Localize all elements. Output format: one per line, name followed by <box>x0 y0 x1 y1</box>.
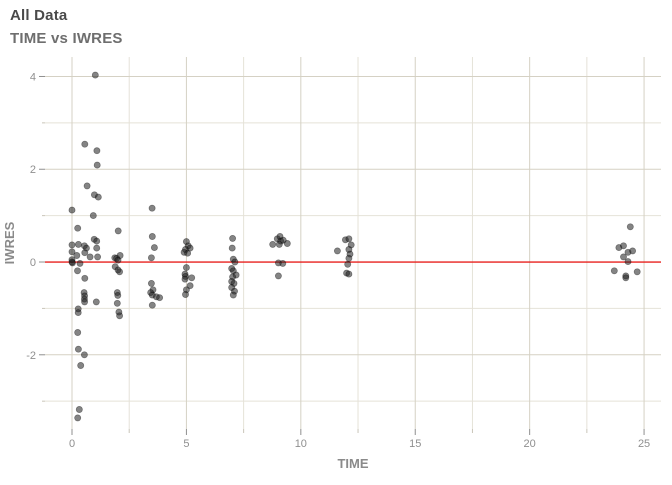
data-point <box>156 294 164 302</box>
data-point <box>92 298 100 306</box>
data-point <box>81 298 89 306</box>
x-axis-title: TIME <box>337 456 368 471</box>
data-point <box>77 362 85 369</box>
data-point <box>81 249 89 257</box>
data-point <box>147 254 155 262</box>
y-tick-label: 0 <box>30 257 36 269</box>
axis-tick-marks <box>39 75 645 435</box>
data-point <box>93 244 101 252</box>
data-point <box>182 291 189 298</box>
data-point <box>345 235 353 243</box>
data-point <box>147 279 155 287</box>
data-point <box>76 259 84 267</box>
data-points <box>68 71 641 422</box>
data-point <box>620 253 627 261</box>
data-point <box>74 345 82 353</box>
data-point <box>94 253 102 261</box>
data-point <box>75 406 83 413</box>
data-point <box>80 351 88 359</box>
x-tick-label: 5 <box>183 438 189 450</box>
data-point <box>333 247 341 255</box>
data-point <box>228 244 236 252</box>
data-point <box>269 240 277 248</box>
data-point <box>345 254 353 262</box>
data-point <box>181 275 189 283</box>
x-tick-label: 20 <box>524 438 536 450</box>
data-point <box>188 274 196 282</box>
data-point <box>150 244 158 252</box>
data-point <box>622 274 630 282</box>
data-point <box>114 291 122 299</box>
data-point <box>93 147 101 155</box>
data-point <box>186 282 194 290</box>
data-point <box>629 247 637 255</box>
data-point <box>184 249 192 257</box>
data-point <box>148 204 156 212</box>
y-tick-label: 4 <box>30 71 36 83</box>
x-tick-label: 0 <box>69 438 75 450</box>
data-point <box>73 252 81 259</box>
data-point <box>274 272 282 280</box>
data-point <box>93 161 101 169</box>
y-tick-label: 2 <box>30 164 36 176</box>
data-point <box>89 212 97 220</box>
data-point <box>68 248 76 256</box>
data-point <box>74 267 81 275</box>
data-point <box>610 267 618 275</box>
data-point <box>68 258 76 266</box>
data-point <box>283 240 291 247</box>
data-point <box>94 193 102 201</box>
data-point <box>279 259 287 267</box>
x-tick-label: 10 <box>295 438 307 450</box>
x-tick-label: 25 <box>638 438 650 450</box>
data-point <box>231 258 239 266</box>
data-point <box>74 329 82 336</box>
data-point <box>148 301 156 309</box>
x-tick-label: 15 <box>409 438 421 450</box>
data-point <box>74 240 82 248</box>
data-point <box>633 268 641 276</box>
data-point <box>116 312 124 320</box>
data-point <box>113 299 121 307</box>
plot-subtitle: TIME vs IWRES <box>10 30 123 47</box>
data-point <box>275 240 283 248</box>
data-point <box>186 244 194 252</box>
data-point <box>229 234 237 242</box>
axis-tick-labels: 0 5 10 15 20 25 -2 0 2 4 <box>26 71 650 450</box>
data-point <box>148 233 156 240</box>
data-point <box>93 237 101 245</box>
data-point <box>74 224 82 232</box>
data-point <box>74 414 82 422</box>
data-point <box>81 274 89 282</box>
data-point <box>83 182 91 190</box>
data-point <box>86 253 94 261</box>
data-point <box>229 291 237 299</box>
data-point <box>620 242 627 250</box>
data-point <box>68 206 76 214</box>
data-point <box>74 309 82 317</box>
data-point <box>91 71 99 79</box>
data-point <box>344 260 352 268</box>
y-axis-title: IWRES <box>2 221 17 264</box>
data-point <box>114 256 122 264</box>
data-point <box>182 264 190 272</box>
data-point <box>68 241 76 249</box>
data-point <box>116 268 124 276</box>
data-point <box>624 258 632 266</box>
plot-title: All Data <box>10 7 68 24</box>
minor-gridlines <box>45 57 661 429</box>
data-point <box>81 140 89 148</box>
data-point <box>626 223 634 231</box>
data-point <box>114 227 122 235</box>
y-tick-label: -2 <box>26 350 36 362</box>
data-point <box>345 270 353 278</box>
